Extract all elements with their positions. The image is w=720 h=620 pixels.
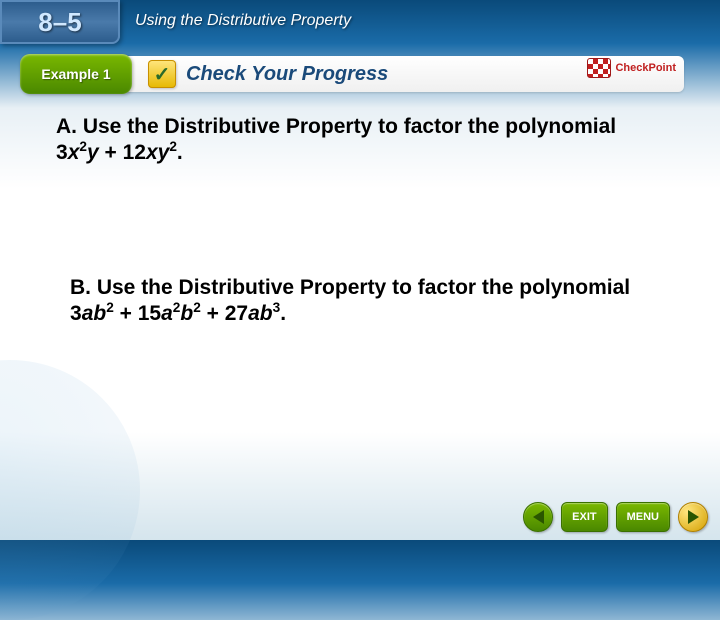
p-b-e7: b <box>180 302 193 325</box>
example-pill: Example 1 <box>20 54 132 94</box>
chevron-right-icon <box>688 510 699 524</box>
p-a-e7: 2 <box>169 139 177 154</box>
menu-label: MENU <box>627 511 659 523</box>
lesson-title: Using the Distributive Property <box>135 12 351 30</box>
example-label: Example 1 <box>41 66 110 82</box>
p-b-e4: + 15 <box>114 302 161 325</box>
p-a-e2: x <box>68 141 80 164</box>
p-a-e6: xy <box>146 141 169 164</box>
content-area: A. Use the Distributive Property to fact… <box>56 114 656 435</box>
checkpoint-label: CheckPoint <box>615 62 676 74</box>
problem-b-letter: B. <box>70 276 91 299</box>
check-your-progress-title: Check Your Progress <box>186 63 388 86</box>
exit-button[interactable]: EXIT <box>561 502 607 532</box>
bottom-nav: EXIT MENU <box>523 502 708 532</box>
checkpoint-icon <box>587 58 611 78</box>
p-a-e4: y <box>87 141 99 164</box>
checkmark-icon: ✓ <box>148 60 176 88</box>
example-bar: Example 1 ✓ Check Your Progress CheckPoi… <box>24 56 684 92</box>
p-b-e8: 2 <box>193 300 201 315</box>
p-b-e2: ab <box>82 302 107 325</box>
problem-a-letter: A. <box>56 115 77 138</box>
p-b-e3: 2 <box>106 300 114 315</box>
p-a-e8: . <box>177 141 183 164</box>
lesson-tab: 8–5 <box>0 0 120 44</box>
p-b-e12: . <box>280 302 286 325</box>
lesson-number: 8–5 <box>38 7 81 38</box>
prev-button[interactable] <box>523 502 553 532</box>
checkpoint-badge: CheckPoint <box>587 58 676 78</box>
menu-button[interactable]: MENU <box>616 502 670 532</box>
p-a-e3: 2 <box>79 139 87 154</box>
p-b-e9: + 27 <box>201 302 248 325</box>
problem-b: B. Use the Distributive Property to fact… <box>70 275 656 328</box>
problem-a: A. Use the Distributive Property to fact… <box>56 114 656 167</box>
p-b-e10: ab <box>248 302 273 325</box>
p-a-e5: + 12 <box>99 141 146 164</box>
exit-label: EXIT <box>572 511 596 523</box>
p-b-e5: a <box>161 302 173 325</box>
chevron-left-icon <box>533 510 544 524</box>
problem-b-text: Use the Distributive Property to factor … <box>91 276 630 299</box>
problem-a-text: Use the Distributive Property to factor … <box>77 115 616 138</box>
p-b-e1: 3 <box>70 302 82 325</box>
p-a-e1: 3 <box>56 141 68 164</box>
next-button[interactable] <box>678 502 708 532</box>
